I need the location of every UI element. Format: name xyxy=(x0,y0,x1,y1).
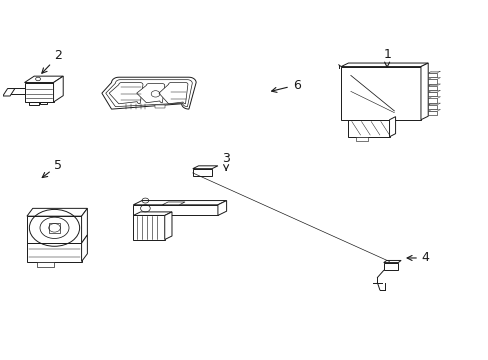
Polygon shape xyxy=(109,82,142,104)
Polygon shape xyxy=(27,216,81,243)
Polygon shape xyxy=(137,84,164,103)
Polygon shape xyxy=(155,105,164,108)
Polygon shape xyxy=(427,92,436,96)
Polygon shape xyxy=(427,84,440,86)
Polygon shape xyxy=(133,212,172,215)
Polygon shape xyxy=(383,262,397,270)
Polygon shape xyxy=(389,117,395,137)
Polygon shape xyxy=(427,109,440,111)
Text: 4: 4 xyxy=(407,252,429,265)
Polygon shape xyxy=(218,201,226,215)
Polygon shape xyxy=(27,243,81,261)
Text: 2: 2 xyxy=(42,49,62,73)
Polygon shape xyxy=(427,86,436,90)
Polygon shape xyxy=(341,67,420,120)
Polygon shape xyxy=(133,215,164,239)
Polygon shape xyxy=(27,208,87,216)
Polygon shape xyxy=(427,73,436,77)
Bar xyxy=(49,222,60,233)
Polygon shape xyxy=(348,120,389,137)
Polygon shape xyxy=(24,82,53,102)
Polygon shape xyxy=(383,260,400,262)
Polygon shape xyxy=(427,71,440,73)
Polygon shape xyxy=(41,102,47,104)
Polygon shape xyxy=(427,97,440,99)
Polygon shape xyxy=(29,102,39,105)
Text: 3: 3 xyxy=(222,152,229,170)
Polygon shape xyxy=(355,137,367,141)
Polygon shape xyxy=(420,63,427,120)
Polygon shape xyxy=(133,205,218,215)
Polygon shape xyxy=(105,80,192,107)
Polygon shape xyxy=(427,77,440,79)
Polygon shape xyxy=(53,76,63,102)
Text: 1: 1 xyxy=(383,48,390,67)
Text: 6: 6 xyxy=(271,78,300,93)
Polygon shape xyxy=(81,208,87,243)
Polygon shape xyxy=(341,63,427,67)
Polygon shape xyxy=(427,111,436,116)
Polygon shape xyxy=(81,235,87,261)
Polygon shape xyxy=(162,202,184,205)
Polygon shape xyxy=(192,168,212,176)
Polygon shape xyxy=(37,261,53,267)
Polygon shape xyxy=(427,90,440,92)
Polygon shape xyxy=(24,76,63,82)
Polygon shape xyxy=(427,79,436,84)
Polygon shape xyxy=(8,88,24,94)
Polygon shape xyxy=(192,166,218,168)
Polygon shape xyxy=(427,103,440,105)
Polygon shape xyxy=(159,82,187,104)
Polygon shape xyxy=(133,201,226,205)
Polygon shape xyxy=(3,89,15,96)
Polygon shape xyxy=(102,77,196,109)
Polygon shape xyxy=(164,212,172,239)
Text: 5: 5 xyxy=(42,159,62,177)
Polygon shape xyxy=(427,99,436,103)
Polygon shape xyxy=(427,105,436,109)
